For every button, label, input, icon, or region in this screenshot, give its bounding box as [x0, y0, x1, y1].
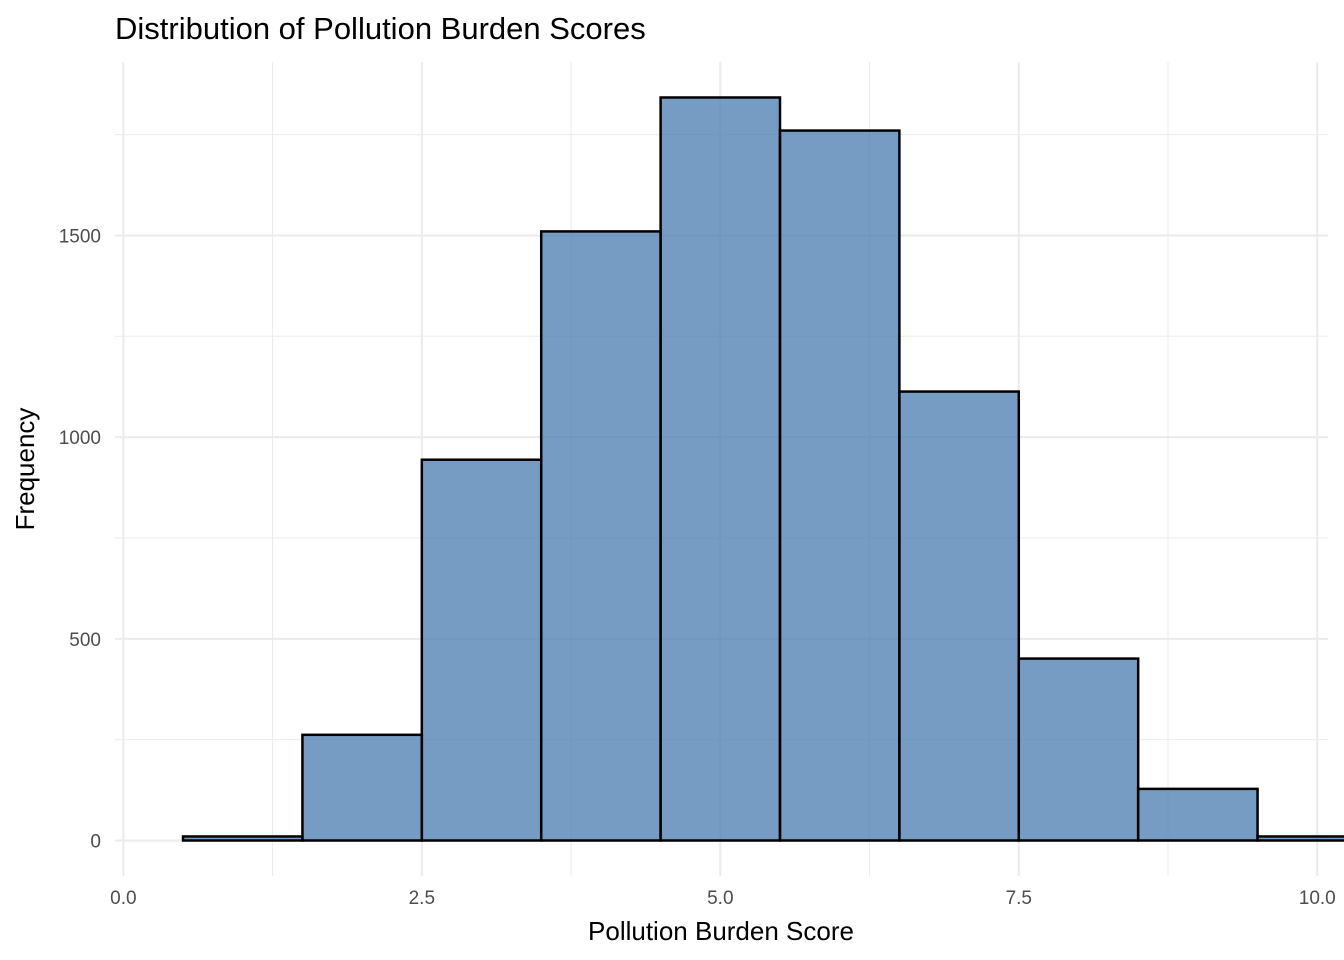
histogram-bars: [181, 96, 1344, 842]
histogram-bar-7: [898, 390, 1021, 842]
histogram-bar-1: [181, 835, 304, 842]
x-tick-label: 5.0: [707, 888, 733, 909]
y-tick-label: 1500: [59, 226, 101, 247]
y-axis-title: Frequency: [10, 408, 40, 531]
y-tick-label: 500: [69, 630, 101, 651]
histogram-bar-9: [1136, 787, 1259, 842]
histogram-bar-6: [778, 129, 901, 842]
x-axis-title: Pollution Burden Score: [588, 916, 854, 946]
y-tick-label: 0: [90, 832, 101, 853]
y-tick-label: 1000: [59, 428, 101, 449]
y-axis-tick-labels: 0 500 1000 1500: [59, 226, 101, 852]
histogram-bar-2: [301, 733, 424, 842]
histogram-bar-8: [1017, 657, 1140, 842]
histogram-bar-3: [420, 458, 543, 842]
x-tick-label: 2.5: [409, 888, 435, 909]
x-tick-label: 7.5: [1006, 888, 1032, 909]
x-tick-label: 0.0: [110, 888, 136, 909]
chart-title: Distribution of Pollution Burden Scores: [115, 11, 646, 46]
x-tick-label: 10.0: [1299, 888, 1336, 909]
histogram-bar-5: [659, 96, 782, 842]
histogram-bar-4: [539, 230, 662, 842]
histogram-bar-10: [1256, 835, 1344, 842]
x-axis-tick-labels: 0.0 2.5 5.0 7.5 10.0: [110, 888, 1336, 909]
